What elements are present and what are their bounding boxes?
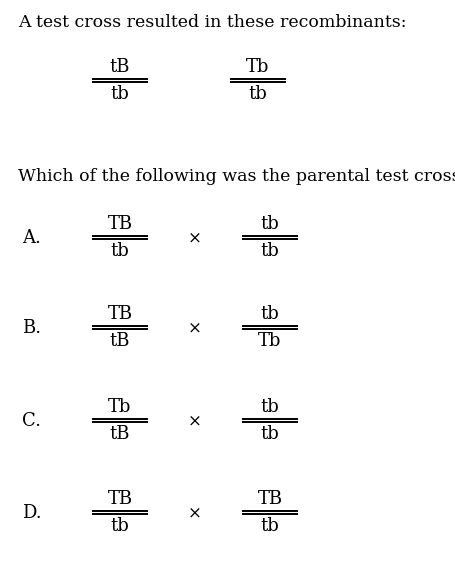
- Text: tB: tB: [110, 425, 130, 443]
- Text: C.: C.: [22, 412, 41, 430]
- Text: tb: tb: [260, 305, 279, 323]
- Text: ×: ×: [187, 229, 202, 247]
- Text: tb: tb: [260, 215, 279, 233]
- Text: tB: tB: [110, 332, 130, 350]
- Text: tb: tb: [260, 242, 279, 260]
- Text: tB: tB: [110, 58, 130, 76]
- Text: TB: TB: [107, 490, 132, 508]
- Text: tb: tb: [111, 242, 129, 260]
- Text: B.: B.: [22, 319, 41, 337]
- Text: Tb: Tb: [258, 332, 281, 350]
- Text: TB: TB: [107, 305, 132, 323]
- Text: tb: tb: [111, 85, 129, 103]
- Text: A.: A.: [22, 229, 41, 247]
- Text: ×: ×: [187, 320, 202, 336]
- Text: TB: TB: [257, 490, 282, 508]
- Text: tb: tb: [111, 517, 129, 535]
- Text: TB: TB: [107, 215, 132, 233]
- Text: tb: tb: [248, 85, 267, 103]
- Text: Which of the following was the parental test cross?: Which of the following was the parental …: [18, 168, 455, 185]
- Text: tb: tb: [260, 517, 279, 535]
- Text: tb: tb: [260, 425, 279, 443]
- Text: ×: ×: [187, 412, 202, 430]
- Text: Tb: Tb: [246, 58, 269, 76]
- Text: A test cross resulted in these recombinants:: A test cross resulted in these recombina…: [18, 14, 405, 31]
- Text: Tb: Tb: [108, 398, 131, 416]
- Text: D.: D.: [22, 504, 41, 522]
- Text: tb: tb: [260, 398, 279, 416]
- Text: ×: ×: [187, 505, 202, 521]
